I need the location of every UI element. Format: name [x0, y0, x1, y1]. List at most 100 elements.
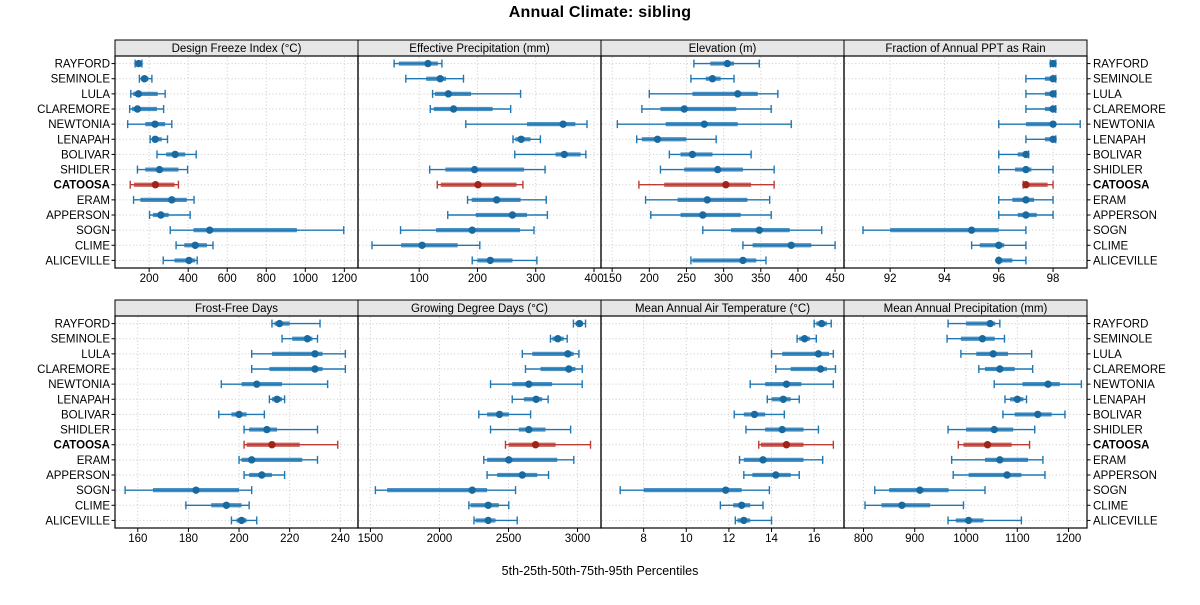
median-dot — [653, 135, 662, 143]
median-dot — [1049, 135, 1057, 143]
x-tick-label: 240 — [331, 533, 350, 545]
percentile-row-rayford — [693, 59, 760, 68]
percentile-row-newtonia — [749, 380, 835, 389]
median-dot — [1022, 211, 1030, 219]
percentile-row-lenapah — [1004, 395, 1028, 404]
median-dot — [151, 135, 159, 143]
median-dot — [986, 319, 994, 328]
y-axis-label-left-shidler: SHIDLER — [60, 165, 110, 177]
x-tick-label: 150 — [603, 273, 622, 285]
panel-title: Elevation (m) — [689, 43, 757, 55]
percentile-row-seminole — [549, 334, 568, 343]
median-dot — [817, 319, 826, 328]
panel-title: Fraction of Annual PPT as Rain — [885, 43, 1045, 55]
y-axis-label-left-sogn: SOGN — [76, 485, 110, 497]
x-tick-label: 200 — [640, 273, 659, 285]
percentile-row-seminole — [946, 334, 1006, 343]
percentile-row-eram — [738, 455, 824, 464]
y-axis-label-left-newtonia: NEWTONIA — [48, 119, 110, 131]
y-axis-label-right-rayford: RAYFORD — [1093, 319, 1148, 331]
median-dot — [708, 75, 717, 83]
median-dot — [222, 501, 231, 509]
percentile-row-clime — [864, 501, 965, 510]
site-labels-band0: RAYFORD RAYFORD SEMINOLE SEMINOLE LULA LULA CL… — [37, 59, 1166, 268]
median-dot — [964, 516, 973, 525]
median-dot — [1022, 196, 1030, 204]
median-dot — [134, 90, 143, 98]
percentile-row-bolivar — [156, 150, 197, 159]
y-axis-label-left-lula: LULA — [81, 349, 110, 361]
percentile-row-shidler — [489, 425, 572, 434]
median-dot — [996, 365, 1004, 373]
median-dot — [755, 226, 763, 234]
x-tick-label: 94 — [938, 273, 951, 285]
percentile-row-catoosa — [504, 440, 592, 449]
panel-effective-precipitation-mm: Effective Precipitation (mm) 100 200 300 400 — [357, 39, 604, 285]
percentile-row-catoosa — [638, 180, 775, 189]
percentile-row-seminole — [405, 74, 465, 83]
y-axis-label-right-rayford: RAYFORD — [1093, 59, 1148, 71]
percentile-row-aliceville — [162, 256, 198, 265]
panel-border — [357, 315, 602, 529]
y-axis-label-right-sogn: SOGN — [1093, 225, 1127, 237]
percentile-row-lula — [431, 89, 522, 98]
percentile-row-aliceville — [690, 256, 767, 265]
median-dot — [721, 486, 730, 494]
percentile-row-bolivar — [1002, 410, 1066, 419]
y-axis-label-left-aliceville: ALICEVILLE — [45, 255, 110, 267]
median-dot — [1049, 105, 1057, 113]
median-dot — [816, 365, 825, 373]
x-tick-label: 100 — [410, 273, 429, 285]
y-axis-label-left-eram: ERAM — [77, 455, 110, 467]
median-dot — [560, 150, 568, 159]
percentile-row-lula — [250, 349, 347, 358]
median-dot — [778, 425, 786, 434]
percentile-row-aliceville — [473, 516, 518, 525]
percentile-row-newtonia — [126, 120, 173, 129]
percentile-row-bolivar — [478, 410, 532, 419]
x-tick-label: 800 — [854, 533, 873, 545]
median-dot — [565, 365, 573, 373]
percentile-row-eram — [466, 195, 547, 204]
site-labels-band1: RAYFORD RAYFORD SEMINOLE SEMINOLE LULA LULA CL… — [37, 319, 1166, 528]
x-tick-label: 450 — [825, 273, 844, 285]
median-dot — [1049, 90, 1057, 98]
median-dot — [263, 425, 271, 434]
percentile-row-claremore — [775, 365, 837, 373]
percentile-row-rayford — [813, 319, 832, 328]
percentile-axis-caption: 5th-25th-50th-75th-95th Percentiles — [501, 564, 699, 578]
median-dot — [517, 135, 525, 143]
y-axis-label-right-newtonia: NEWTONIA — [1093, 119, 1155, 131]
median-dot — [703, 196, 711, 204]
x-tick-label: 800 — [257, 273, 276, 285]
x-tick-label: 200 — [229, 533, 248, 545]
percentile-row-lenapah — [149, 135, 169, 144]
median-dot — [1034, 410, 1042, 419]
x-tick-label: 220 — [280, 533, 299, 545]
y-axis-label-right-lula: LULA — [1093, 349, 1122, 361]
x-tick-label: 400 — [788, 273, 807, 285]
panel-growing-degree-days-c: Growing Degree Days (°C) 1500 2000 2500 3000 — [357, 299, 602, 545]
x-tick-label: 1100 — [1005, 533, 1030, 545]
percentile-row-lula — [960, 349, 1033, 358]
median-dot — [1022, 181, 1030, 189]
median-dot — [247, 456, 256, 464]
median-dot — [484, 516, 492, 525]
median-dot — [990, 425, 998, 434]
percentile-row-claremore — [429, 105, 512, 113]
percentile-row-sogn — [862, 226, 1027, 235]
median-dot — [699, 211, 707, 219]
percentile-row-catoosa — [1022, 180, 1054, 189]
y-axis-label-left-catoosa: CATOOSA — [54, 440, 110, 452]
y-axis-label-right-seminole: SEMINOLE — [1093, 74, 1153, 86]
median-dot — [995, 256, 1003, 265]
percentile-row-apperson — [998, 211, 1054, 219]
x-tick-label: 400 — [179, 273, 198, 285]
median-dot — [740, 516, 748, 525]
x-tick-label: 92 — [884, 273, 897, 285]
median-dot — [787, 241, 795, 249]
median-dot — [444, 90, 453, 98]
median-dot — [1049, 75, 1057, 83]
y-axis-label-left-eram: ERAM — [77, 195, 110, 207]
